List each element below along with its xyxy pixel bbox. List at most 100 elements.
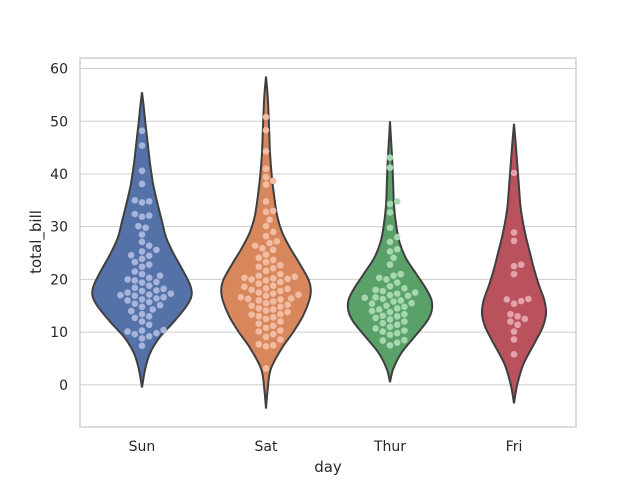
swarm-point (145, 313, 153, 320)
swarm-point (255, 328, 263, 335)
swarm-point (386, 308, 394, 316)
swarm-point (277, 303, 284, 311)
swarm-point (138, 180, 146, 188)
swarm-point (386, 154, 394, 161)
swarm-point (393, 305, 401, 312)
swarm-point (269, 298, 277, 305)
swarm-point (138, 263, 146, 271)
swarm-point (262, 173, 270, 181)
swarm-point (145, 298, 153, 306)
swarm-point (237, 294, 245, 301)
swarm-point (262, 165, 270, 172)
swarm-point (397, 270, 405, 278)
swarm-point (131, 300, 139, 307)
swarm-point (138, 279, 146, 286)
x-axis-label: day (314, 458, 342, 476)
swarm-point (277, 270, 284, 278)
swarm-point (277, 296, 284, 303)
swarm-point (379, 319, 387, 327)
swarm-point (361, 294, 369, 302)
swarm-point (503, 296, 511, 303)
swarm-point (514, 321, 521, 329)
swarm-point (393, 329, 401, 337)
swarm-point (269, 322, 277, 330)
swarm-point (372, 294, 379, 301)
swarm-point (517, 297, 525, 305)
plot-frame (79, 57, 577, 428)
swarm-point (393, 290, 401, 297)
swarm-point (393, 233, 401, 241)
swarm-point (510, 169, 518, 177)
swarm-point (138, 335, 146, 342)
swarm-point (372, 286, 379, 294)
swarm-point (277, 287, 284, 295)
swarm-point (383, 276, 390, 283)
swarm-point (386, 323, 394, 331)
swarm-point (156, 272, 164, 280)
swarm-point (138, 287, 146, 295)
swarm-point (138, 310, 146, 318)
x-tick-label: Sat (255, 439, 278, 455)
swarm-point (124, 289, 131, 296)
swarm-point (255, 305, 263, 312)
swarm-point (145, 321, 153, 329)
y-tick-labels: 0 10 20 30 40 50 60 (50, 62, 68, 394)
swarm-point (404, 292, 412, 300)
swarm-point (145, 242, 153, 249)
swarm-point (408, 299, 415, 307)
swarm-point (160, 294, 167, 301)
swarm-point (255, 254, 263, 262)
swarm-point (138, 213, 146, 220)
swarm-point (379, 312, 387, 320)
swarm-point (262, 198, 270, 205)
swarm-point (284, 275, 291, 283)
swarm-point (124, 328, 131, 335)
swarm-point (514, 313, 521, 320)
swarm-point (131, 258, 139, 266)
swarm-point (269, 341, 277, 349)
swarm-point (510, 336, 518, 343)
y-axis-label: total_bill (27, 210, 46, 274)
swarm-point (145, 261, 153, 268)
swarm-point (269, 306, 277, 313)
swarm-point (262, 113, 270, 121)
swarm-point (262, 232, 270, 240)
swarm-point (277, 318, 284, 325)
swarm-point (284, 301, 291, 309)
swarm-point (372, 325, 379, 332)
swarm-point (131, 284, 139, 292)
swarm-point (386, 200, 394, 208)
swarm-point (156, 301, 164, 309)
swarm-point (386, 341, 394, 349)
swarm-point (287, 295, 295, 302)
swarm-point (167, 290, 175, 297)
swarm-point (393, 246, 401, 253)
swarm-point (138, 296, 146, 303)
swarm-point (145, 291, 153, 298)
swarm-point (262, 148, 270, 155)
swarm-point (262, 126, 270, 134)
swarm-point (269, 314, 277, 321)
swarm-point (145, 212, 153, 219)
swarm-point (401, 336, 408, 344)
x-tick-label: Sun (129, 439, 156, 455)
swarm-point (386, 282, 394, 290)
swarm-point (145, 198, 153, 205)
swarm-point (138, 127, 146, 135)
y-tick-label: 50 (50, 114, 68, 130)
swarm-point (138, 238, 146, 246)
swarm-point (386, 291, 394, 299)
swarm-point (262, 251, 270, 258)
swarm-point (262, 285, 270, 292)
swarm-point (255, 272, 263, 280)
swarm-point (248, 286, 255, 294)
swarm-point (262, 365, 270, 372)
swarm-point (386, 224, 394, 232)
swarm-point (390, 254, 397, 262)
swarm-point (138, 199, 146, 206)
swarm-point (393, 198, 401, 205)
swarm-point (138, 255, 146, 263)
swarm-point (277, 310, 284, 318)
swarm-point (262, 208, 270, 216)
swarm-point (145, 282, 153, 290)
